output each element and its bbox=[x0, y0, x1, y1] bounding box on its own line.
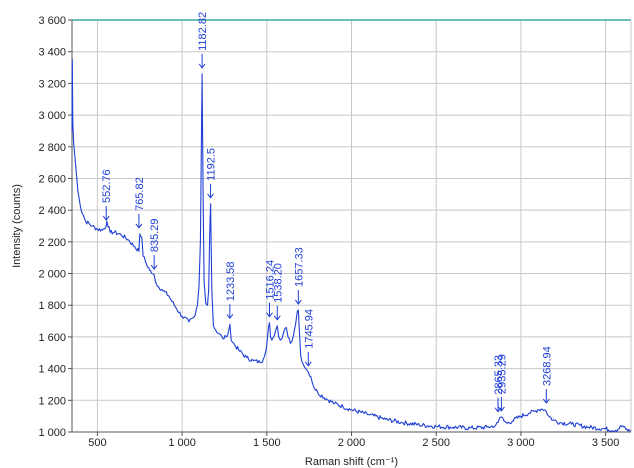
y-tick-label: 1 000 bbox=[38, 427, 66, 439]
peak-label: 1745.94 bbox=[303, 309, 315, 349]
gridlines bbox=[72, 19, 631, 433]
peak-arrowhead bbox=[150, 264, 158, 270]
x-tick-label: 1 000 bbox=[168, 437, 196, 449]
spectrum-series bbox=[71, 59, 632, 433]
peak-label: 835.29 bbox=[149, 218, 161, 252]
x-tick-label: 1 500 bbox=[253, 437, 281, 449]
y-tick-label: 2 600 bbox=[38, 173, 66, 185]
peak-label: 1192.5 bbox=[206, 148, 218, 181]
y-tick-label: 3 600 bbox=[38, 15, 66, 27]
y-tick-label: 3 000 bbox=[38, 110, 66, 122]
peak-label: 552.76 bbox=[101, 169, 113, 203]
y-tick-label: 3 200 bbox=[38, 78, 66, 90]
peak-arrowhead bbox=[266, 312, 273, 318]
x-tick-label: 2 500 bbox=[422, 437, 450, 449]
y-tick-label: 2 400 bbox=[38, 205, 66, 217]
peak-label: 1233.58 bbox=[225, 261, 237, 301]
y-tick-label: 3 400 bbox=[38, 47, 66, 59]
x-tick-label: 3 000 bbox=[507, 437, 535, 449]
spectrum-line bbox=[71, 59, 632, 433]
x-tick-label: 3 500 bbox=[592, 437, 620, 449]
peak-arrowhead bbox=[198, 63, 206, 69]
peak-arrowhead bbox=[226, 313, 234, 320]
y-axis-label: Intensity (counts) bbox=[11, 184, 23, 268]
y-tick-label: 2 000 bbox=[38, 269, 66, 281]
y-tick-labels: 1 000 1 200 1 400 1 600 1 800 2 000 2 200 2 400… bbox=[38, 15, 66, 439]
peak-label: 1182.82 bbox=[197, 12, 209, 51]
peak-label: 2935.29 bbox=[496, 354, 508, 394]
y-tick-label: 1 200 bbox=[38, 395, 66, 407]
peak-arrowhead bbox=[498, 406, 505, 412]
peak-label: 1516.24 bbox=[265, 260, 277, 300]
y-tick-label: 2 800 bbox=[38, 142, 66, 154]
peak-arrowhead bbox=[294, 299, 302, 305]
peak-arrowhead bbox=[102, 215, 110, 221]
peak-arrowhead bbox=[207, 193, 214, 199]
y-tick-label: 1 800 bbox=[38, 300, 66, 312]
peak-arrowhead bbox=[135, 223, 143, 229]
x-tick-labels: 500 1 000 1 500 2 000 2 500 3 000 3 500 bbox=[88, 437, 619, 449]
y-tick-label: 2 200 bbox=[38, 237, 66, 249]
peak-arrowhead bbox=[304, 361, 312, 367]
y-tick-label: 1 400 bbox=[38, 364, 66, 376]
peak-label: 2865.33 bbox=[493, 355, 505, 395]
peak-label: 1538.20 bbox=[272, 263, 284, 303]
peak-label: 1657.33 bbox=[293, 247, 305, 287]
peak-arrowhead bbox=[273, 315, 281, 321]
x-tick-label: 500 bbox=[88, 437, 106, 449]
peak-label: 765.82 bbox=[134, 177, 146, 211]
x-axis-label: Raman shift (cm⁻¹) bbox=[305, 456, 398, 468]
x-tick-label: 2 000 bbox=[338, 437, 366, 449]
peak-label: 3268.94 bbox=[541, 346, 553, 386]
peak-arrowhead bbox=[542, 398, 550, 404]
y-tick-label: 1 600 bbox=[38, 332, 66, 344]
